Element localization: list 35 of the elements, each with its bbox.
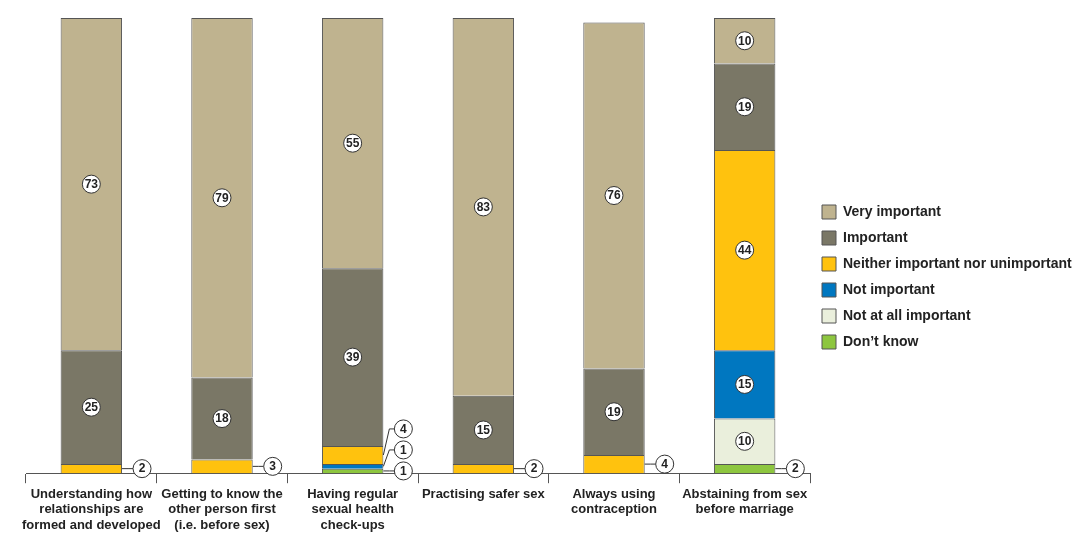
data-label: 3: [269, 459, 277, 474]
data-label: 79: [215, 190, 229, 205]
data-label: 2: [138, 461, 146, 476]
legend-label: Not important: [843, 280, 936, 297]
x-tick-label: Getting to know the other person first (i.e. before sex): [161, 485, 283, 532]
legend-label: Not at all important: [843, 306, 971, 323]
data-label: 73: [84, 176, 99, 191]
legend-label: Important: [843, 228, 908, 245]
data-label: 19: [607, 404, 621, 419]
data-label: 39: [345, 349, 360, 364]
data-label: 4: [400, 421, 408, 436]
data-label: 4: [661, 456, 669, 471]
legend-label: Neither important nor unimportant: [843, 254, 1072, 271]
legend-label: Don’t know: [843, 332, 919, 349]
data-label: 55: [345, 135, 360, 150]
x-tick-label: Practising safer sex: [421, 485, 546, 501]
x-tick-label: Understanding how relationships are formed and developed: [21, 485, 161, 532]
data-label: 15: [476, 422, 491, 437]
data-label: 25: [84, 400, 99, 415]
x-tick-label: Abstaining from sex before marriage: [682, 485, 808, 517]
data-label: 1: [400, 442, 408, 457]
data-label: 10: [737, 33, 752, 48]
legend-label: Very important: [843, 202, 942, 219]
data-label: 76: [607, 188, 621, 203]
data-label: 44: [737, 242, 752, 257]
data-label: 18: [215, 411, 229, 426]
data-label: 19: [737, 99, 752, 114]
x-tick-label: Having regular sexual health check-ups: [307, 485, 399, 532]
data-label: 1: [400, 463, 408, 478]
data-label: 2: [792, 461, 800, 476]
data-label: 15: [737, 377, 752, 392]
data-label: 83: [476, 199, 491, 214]
data-label: 2: [530, 461, 538, 476]
data-label: 10: [737, 434, 752, 449]
x-tick-label: Always using contraception: [571, 485, 658, 517]
